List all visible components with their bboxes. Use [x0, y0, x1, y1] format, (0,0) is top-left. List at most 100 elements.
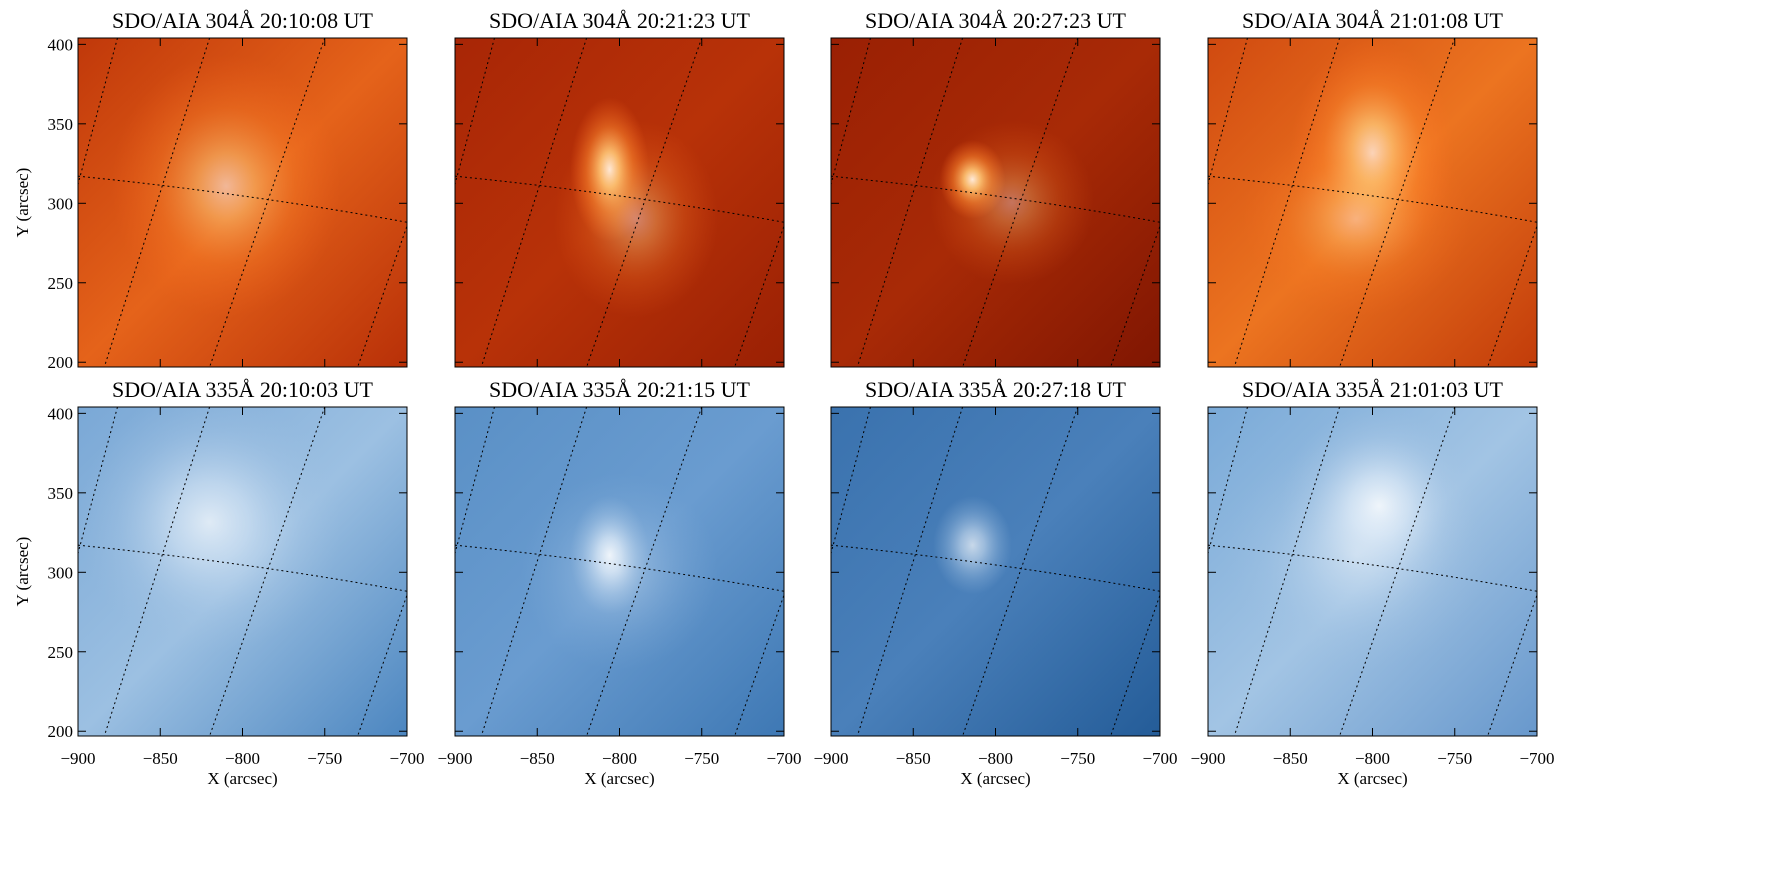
panel-title: SDO/AIA 304Å 20:10:08 UT — [112, 8, 374, 33]
y-tick-label: 400 — [48, 404, 74, 423]
solar-image — [831, 407, 1160, 736]
x-tick-label: −800 — [978, 749, 1013, 768]
longitude-line — [455, 407, 495, 556]
y-tick-label: 200 — [48, 353, 74, 372]
y-tick-label: 250 — [48, 643, 74, 662]
longitude-line — [1208, 38, 1248, 187]
x-tick-label: −850 — [520, 749, 555, 768]
x-tick-label: −850 — [143, 749, 178, 768]
longitude-line — [1487, 224, 1537, 367]
x-tick-label: −800 — [225, 749, 260, 768]
panel: SDO/AIA 335Å 20:21:15 UT −900 −850 −800 −750… — [437, 377, 801, 788]
latitude-line — [78, 544, 407, 592]
longitude-line — [734, 224, 784, 367]
y-axis-label: Y (arcsec) — [13, 168, 32, 238]
x-tick-label: −700 — [766, 749, 801, 768]
bright-region — [553, 120, 719, 318]
x-axis-label: X (arcsec) — [1337, 769, 1407, 788]
panel: SDO/AIA 335Å 20:27:18 UT −900 −850 −800 −750… — [813, 377, 1177, 788]
y-tick-label: 400 — [48, 35, 74, 54]
x-tick-label: −900 — [1190, 749, 1225, 768]
longitude-line — [1339, 407, 1456, 736]
panel: SDO/AIA 335Å 21:01:03 UT −900 −850 −800 −750… — [1190, 377, 1554, 788]
solar-image — [831, 38, 1160, 367]
x-tick-label: −800 — [602, 749, 637, 768]
bright-region — [1224, 439, 1488, 671]
panel-title: SDO/AIA 304Å 21:01:08 UT — [1242, 8, 1504, 33]
panel-title: SDO/AIA 335Å 20:21:15 UT — [489, 377, 751, 402]
longitude-line — [586, 38, 703, 367]
longitude-line — [455, 38, 495, 187]
panel: SDO/AIA 304Å 21:01:08 UT — [1207, 8, 1538, 368]
bright-region — [110, 54, 342, 318]
x-tick-label: −750 — [1437, 749, 1472, 768]
longitude-line — [734, 593, 784, 736]
longitude-line — [1487, 593, 1537, 736]
solar-image — [1208, 407, 1537, 736]
solar-image — [455, 407, 784, 736]
panel: SDO/AIA 304Å 20:27:23 UT — [830, 8, 1161, 368]
longitude-line — [962, 407, 1079, 736]
x-tick-label: −800 — [1355, 749, 1390, 768]
x-tick-label: −750 — [684, 749, 719, 768]
y-tick-label: 350 — [48, 484, 74, 503]
x-axis-label: X (arcsec) — [960, 769, 1030, 788]
longitude-line — [1110, 224, 1160, 367]
panel-title: SDO/AIA 304Å 20:21:23 UT — [489, 8, 751, 33]
latitude-line — [1208, 544, 1537, 592]
x-tick-label: −750 — [307, 749, 342, 768]
x-axis-label: X (arcsec) — [207, 769, 277, 788]
panel-title: SDO/AIA 335Å 20:27:18 UT — [865, 377, 1127, 402]
latitude-line — [831, 175, 1160, 223]
longitude-line — [962, 38, 1079, 367]
solar-image — [455, 38, 784, 367]
x-tick-label: −750 — [1060, 749, 1095, 768]
latitude-line — [831, 544, 1160, 592]
longitude-line — [1339, 38, 1456, 367]
longitude-line — [357, 224, 407, 367]
solar-image — [78, 38, 407, 367]
longitude-line — [1110, 593, 1160, 736]
x-tick-label: −850 — [896, 749, 931, 768]
panel-title: SDO/AIA 335Å 20:10:03 UT — [112, 377, 374, 402]
x-tick-label: −700 — [1142, 749, 1177, 768]
longitude-line — [831, 38, 871, 187]
panel-title: SDO/AIA 304Å 20:27:23 UT — [865, 8, 1127, 33]
longitude-line — [78, 38, 118, 187]
y-tick-label: 300 — [48, 563, 74, 582]
latitude-line — [1208, 175, 1537, 223]
longitude-line — [209, 38, 326, 367]
x-tick-label: −900 — [60, 749, 95, 768]
y-tick-label: 200 — [48, 722, 74, 741]
solar-image — [1208, 38, 1537, 367]
bright-region — [932, 495, 1012, 595]
y-tick-label: 300 — [48, 194, 74, 213]
x-tick-label: −900 — [813, 749, 848, 768]
x-tick-label: −700 — [1519, 749, 1554, 768]
longitude-line — [586, 407, 703, 736]
bright-region — [929, 120, 1095, 285]
longitude-line — [357, 593, 407, 736]
bright-region — [78, 407, 342, 654]
latitude-line — [455, 544, 784, 592]
panel: SDO/AIA 304Å 20:10:08 UT 200 250 300 350 400 Y… — [13, 8, 408, 372]
x-tick-label: −700 — [389, 749, 424, 768]
x-tick-label: −850 — [1273, 749, 1308, 768]
panel: SDO/AIA 335Å 20:10:03 UT −900 −850 −800 −750… — [13, 377, 425, 788]
y-tick-label: 350 — [48, 115, 74, 134]
longitude-line — [831, 407, 871, 556]
longitude-line — [78, 407, 118, 556]
solar-image — [78, 407, 407, 736]
y-tick-label: 250 — [48, 274, 74, 293]
longitude-line — [1208, 407, 1248, 556]
latitude-line — [78, 175, 407, 223]
panel-title: SDO/AIA 335Å 21:01:03 UT — [1242, 377, 1504, 402]
bright-region — [520, 472, 719, 671]
x-tick-label: −900 — [437, 749, 472, 768]
bright-region — [1240, 120, 1472, 318]
panel: SDO/AIA 304Å 20:21:23 UT — [454, 8, 785, 368]
y-axis-label: Y (arcsec) — [13, 537, 32, 607]
latitude-line — [455, 175, 784, 223]
longitude-line — [209, 407, 326, 736]
